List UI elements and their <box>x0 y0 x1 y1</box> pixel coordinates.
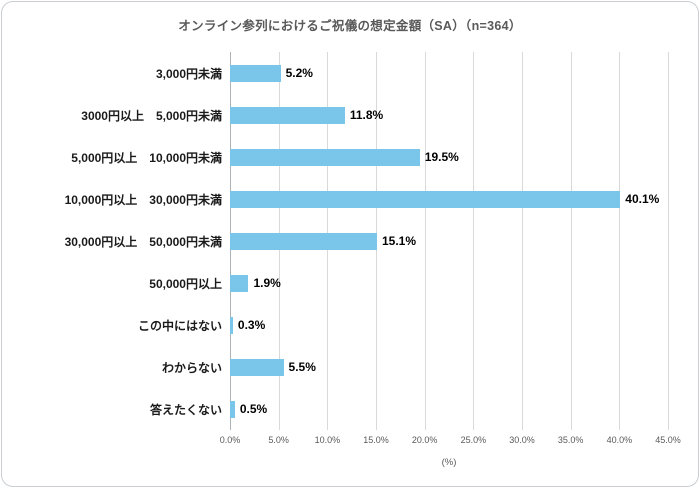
category-label: この中にはない <box>137 318 222 333</box>
bar-row: 3,000円未満 5.2% <box>2 52 668 94</box>
value-label: 0.5% <box>239 402 268 416</box>
value-label: 19.5% <box>424 150 459 164</box>
value-label: 15.1% <box>381 234 416 248</box>
value-label: 5.2% <box>285 66 313 80</box>
gridline <box>521 52 523 430</box>
bar-row: この中にはない 0.3% <box>2 304 668 346</box>
bar-row: わからない 5.5% <box>2 346 668 388</box>
bar-track: 1.9% <box>230 274 668 292</box>
value-label: 40.1% <box>625 192 660 206</box>
x-tick-label: 30.0% <box>509 435 535 445</box>
x-tick-label: 45.0% <box>655 435 681 445</box>
category-label: 3,000円未満 <box>155 66 222 81</box>
value-label: 1.9% <box>253 276 281 290</box>
x-axis: 0.0% 5.0% 10.0% 15.0% 20.0% 25.0% 30.0% 35.0% 40… <box>220 435 681 447</box>
bar-row: 3000円以上 5,000円未満 11.8% <box>2 94 668 136</box>
value-label: 11.8% <box>349 108 384 122</box>
gridline <box>668 52 669 430</box>
category-label: 50,000円以上 <box>149 276 222 291</box>
x-tick-label: 5.0% <box>268 435 289 445</box>
x-tick-label: 25.0% <box>460 435 487 445</box>
bar <box>230 274 249 292</box>
bar <box>230 358 284 376</box>
x-tick-label: 15.0% <box>363 435 389 445</box>
bar <box>230 400 235 418</box>
bar-track: 19.5% <box>230 148 668 166</box>
gridline <box>473 52 475 430</box>
bar-row: 5,000円以上 10,000円未満 19.5% <box>2 136 668 178</box>
bar-track: 5.5% <box>230 358 668 376</box>
value-label: 0.3% <box>237 318 266 332</box>
value-label: 5.5% <box>288 360 316 374</box>
bar-track: 0.5% <box>230 400 668 418</box>
category-label: 10,000円以上 30,000円未満 <box>64 192 222 207</box>
x-tick-label: 0.0% <box>219 435 241 445</box>
x-axis-title: (%) <box>441 457 457 468</box>
chart-title: オンライン参列におけるご祝儀の想定金額（SA）（n=364） <box>178 19 522 33</box>
bar-track: 5.2% <box>230 64 668 82</box>
category-label: 3000円以上 5,000円未満 <box>81 108 222 123</box>
x-tick-label: 40.0% <box>606 435 633 445</box>
bar-row: 50,000円以上 1.9% <box>2 262 668 304</box>
bar-rows: 3,000円未満 5.2% 3000円以上 5,000円未満 11.8% 5,000円以… <box>2 52 668 430</box>
bar-row: 30,000円以上 50,000円未満 15.1% <box>2 220 668 262</box>
bar-track: 40.1% <box>230 190 668 208</box>
bar <box>230 316 233 334</box>
category-label: わからない <box>161 360 222 375</box>
x-tick-label: 10.0% <box>314 435 341 445</box>
bar <box>230 64 281 82</box>
category-label: 答えたくない <box>149 402 222 417</box>
bar <box>230 190 621 208</box>
bar-track: 11.8% <box>230 106 668 124</box>
gridline <box>424 52 426 430</box>
bar-row: 答えたくない 0.5% <box>2 388 668 430</box>
category-label: 30,000円以上 50,000円未満 <box>64 234 222 249</box>
x-tick-label: 20.0% <box>411 435 438 445</box>
x-tick-label: 35.0% <box>557 435 584 445</box>
bar-row: 10,000円以上 30,000円未満 40.1% <box>2 178 668 220</box>
bar <box>230 106 345 124</box>
bar <box>230 148 420 166</box>
category-label: 5,000円以上 10,000円未満 <box>71 150 222 165</box>
gridline <box>570 52 572 430</box>
bar <box>230 232 377 250</box>
gridline <box>619 52 621 430</box>
bar-track: 0.3% <box>230 316 668 334</box>
bar-track: 15.1% <box>230 232 668 250</box>
